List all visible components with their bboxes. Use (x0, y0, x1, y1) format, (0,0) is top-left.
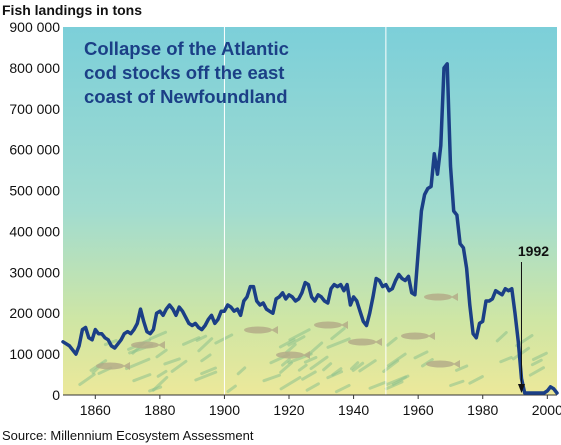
x-tick-label: 1860 (80, 402, 111, 418)
seaweed-stroke (334, 383, 351, 394)
seaweed-stroke (307, 341, 324, 356)
seaweed-stroke (194, 370, 218, 382)
seaweed-stroke (330, 327, 346, 341)
seaweed-stroke (278, 338, 296, 349)
x-axis-ticks: 1860 1880 1900 1920 1940 1960 1980 2000 (80, 395, 561, 418)
seaweed-stroke (326, 337, 351, 349)
x-tick-label: 1960 (403, 402, 434, 418)
vertical-gridlines (223, 27, 387, 395)
seaweed-stroke (182, 336, 201, 346)
source-note: Source: Millennium Ecosystem Assessment (2, 428, 254, 443)
fish-icon (424, 293, 458, 301)
y-tick-label: 600 000 (9, 142, 60, 158)
y-tick-label: 0 (52, 387, 60, 403)
seaweed-stroke (156, 369, 168, 378)
annotation-1992: 1992 (518, 243, 549, 393)
plot-area: 1860 1880 1900 1920 1940 1960 1980 2000 0 100 00… (9, 19, 561, 418)
seaweed-stroke (279, 376, 302, 391)
seaweed-stroke (170, 359, 188, 373)
seaweed-stroke (495, 331, 508, 343)
seaweed-stroke (262, 373, 281, 383)
chart-title-line-2: cod stocks off the east (84, 62, 284, 83)
y-tick-label: 500 000 (9, 183, 60, 199)
seaweed-stroke (385, 375, 408, 387)
x-tick-label: 1980 (467, 402, 498, 418)
seaweed-stroke (531, 351, 548, 361)
seaweed-stroke (281, 357, 291, 367)
seaweed-stroke (197, 337, 214, 353)
seaweed-stroke (326, 370, 344, 380)
seaweed-stroke (226, 384, 237, 393)
fish-icon (131, 341, 165, 349)
seaweed-stroke (454, 364, 469, 372)
seaweed-stroke (358, 359, 377, 373)
seaweed-stroke (368, 380, 387, 390)
fish-icon (244, 326, 278, 334)
seaweed-stroke (287, 335, 306, 347)
seaweed-stroke (200, 366, 217, 376)
seaweed-stroke (297, 363, 308, 372)
x-tick-label: 1920 (273, 402, 304, 418)
seaweed-stroke (163, 357, 181, 366)
fish-icon (96, 362, 130, 370)
fish-icon (348, 338, 382, 346)
x-tick-label: 1880 (144, 402, 175, 418)
seaweed-stroke (530, 358, 543, 367)
y-axis-ticks: 0 100 000 200 000 300 000 400 000 500 000 600 … (9, 19, 60, 403)
annotation-label: 1992 (518, 243, 549, 259)
seaweed-stroke (468, 375, 484, 385)
seaweed-stroke (351, 361, 365, 372)
fish-icon (401, 332, 435, 340)
y-tick-label: 900 000 (9, 19, 60, 35)
seaweed-stroke (284, 342, 297, 354)
seaweed-decoration (78, 327, 548, 394)
seaweed-stroke (305, 382, 320, 392)
chart-title-line-1: Collapse of the Atlantic (84, 38, 289, 59)
seaweed-stroke (350, 361, 360, 371)
annotation-arrow-head (517, 383, 525, 393)
y-tick-label: 100 000 (9, 346, 60, 362)
y-tick-label: 800 000 (9, 60, 60, 76)
seaweed-stroke (322, 362, 333, 372)
seaweed-stroke (124, 357, 151, 371)
seaweed-stroke (288, 328, 311, 342)
chart-title: Collapse of the Atlantic cod stocks off … (84, 38, 289, 107)
seaweed-stroke (195, 334, 208, 342)
fish-icon (426, 360, 460, 368)
seaweed-stroke (214, 333, 234, 345)
y-axis-title: Fish landings in tons (2, 2, 142, 18)
x-tick-label: 1900 (209, 402, 240, 418)
x-tick-label: 2000 (532, 402, 561, 418)
seaweed-stroke (200, 353, 212, 363)
y-tick-label: 300 000 (9, 264, 60, 280)
seaweed-stroke (155, 348, 168, 359)
seaweed-stroke (499, 355, 513, 364)
y-tick-label: 700 000 (9, 101, 60, 117)
seaweed-stroke (148, 385, 163, 393)
x-tick-label: 1940 (338, 402, 369, 418)
fish-icon (276, 351, 310, 359)
seaweed-stroke (449, 379, 465, 387)
seaweed-stroke (528, 366, 545, 377)
seaweed-stroke (279, 361, 293, 374)
chart-title-line-3: coast of Newfoundland (84, 86, 288, 107)
seaweed-stroke (386, 336, 398, 347)
seaweed-stroke (78, 372, 96, 387)
seaweed-stroke (301, 370, 317, 381)
y-tick-label: 400 000 (9, 223, 60, 239)
fish-decoration (96, 293, 460, 370)
seaweed-stroke (309, 355, 329, 371)
seaweed-stroke (148, 330, 168, 341)
seaweed-stroke (132, 373, 152, 383)
cod-landings-line (61, 62, 559, 395)
y-tick-label: 200 000 (9, 305, 60, 321)
fish-icon (314, 321, 348, 329)
seaweed-stroke (303, 356, 318, 364)
seaweed-stroke (413, 350, 429, 360)
seaweed-stroke (236, 366, 247, 376)
